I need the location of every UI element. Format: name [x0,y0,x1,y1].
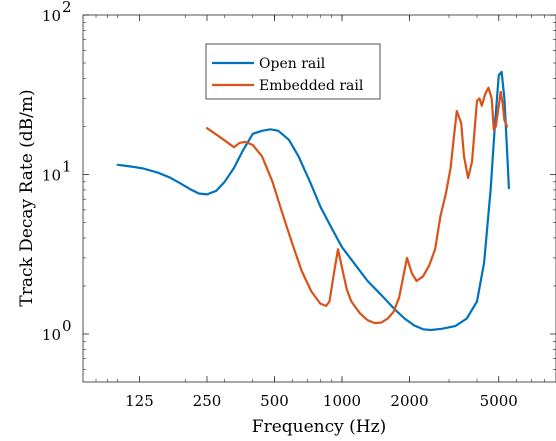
y-tick-label: 10 2 [42,0,72,25]
x-tick-label: 500 [260,392,289,410]
x-tick-label: 125 [125,392,154,410]
legend-box [205,43,381,100]
legend-label: Open rail [259,56,326,72]
x-tick-labels: 125 250 500 1000 2000 5000 [125,392,518,410]
y-tick-label: 10 0 [42,317,72,344]
x-tick-label: 2000 [390,392,428,410]
x-tick-label: 250 [193,392,222,410]
x-tick-label: 5000 [480,392,518,410]
y-tick-label-base: 10 [42,326,61,344]
legend: Open rail Embedded rail [205,43,381,100]
y-tick-label-exp: 2 [62,0,72,16]
x-axis-ticks [95,15,545,382]
x-tick-label: 1000 [323,392,361,410]
x-axis-label: Frequency (Hz) [252,417,386,437]
y-tick-label-base: 10 [42,166,61,184]
y-axis-label: Track Decay Rate (dB/m) [17,89,37,306]
legend-label: Embedded rail [259,78,364,94]
y-tick-label: 10 1 [42,157,72,184]
y-tick-label-base: 10 [42,7,61,25]
y-tick-label-exp: 1 [62,157,72,175]
legend-entries: Open rail Embedded rail [212,56,364,94]
y-tick-label-exp: 0 [62,317,72,335]
series-line-embedded-rail [205,86,509,325]
series-layer [116,70,510,332]
series-line-open-rail [116,70,510,332]
plot-frame [82,14,556,383]
